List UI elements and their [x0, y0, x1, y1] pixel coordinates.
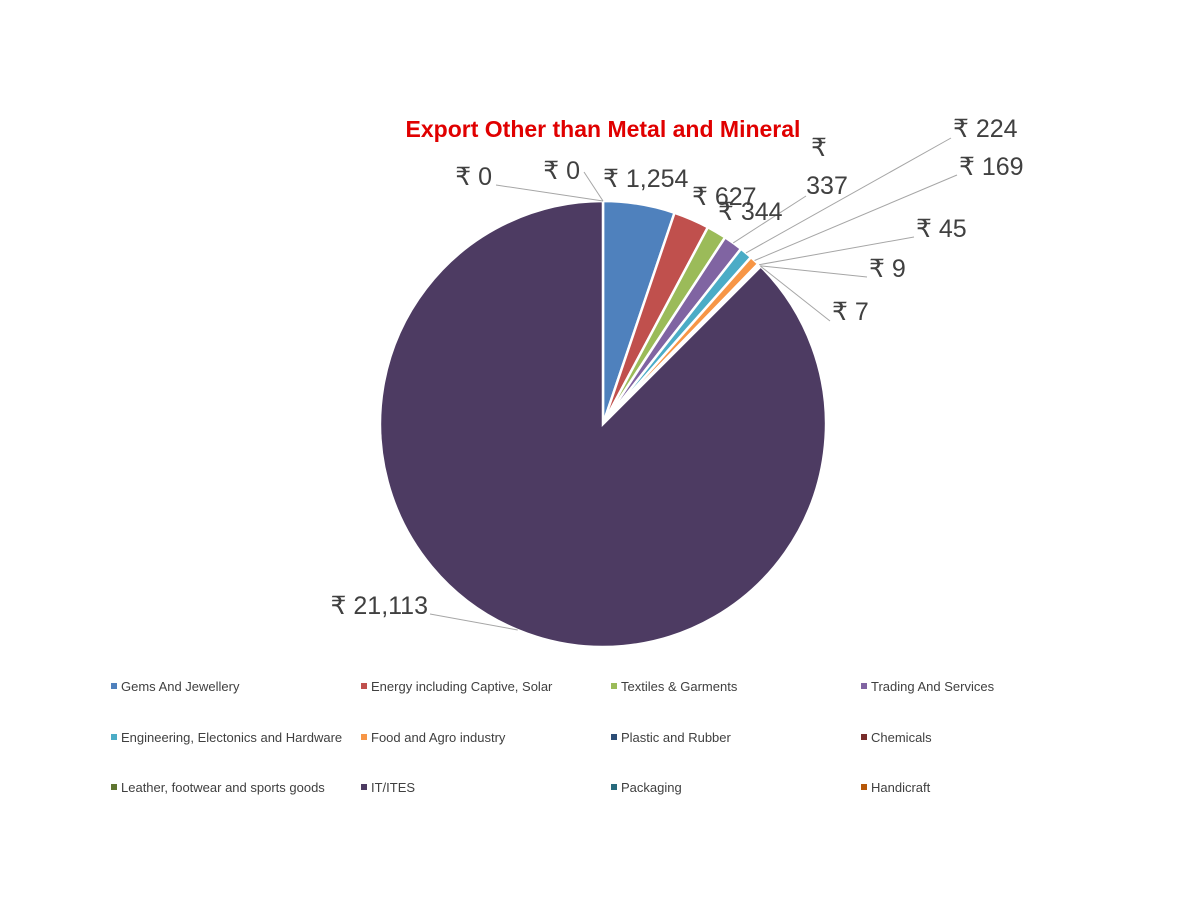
legend-item-engineering-electonics-and-hardware: Engineering, Electonics and Hardware: [111, 730, 342, 745]
legend-item-leather-footwear-and-sports-goods: Leather, footwear and sports goods: [111, 780, 325, 795]
data-label-handicraft: ₹ 0: [455, 163, 492, 191]
legend-swatch: [611, 734, 617, 740]
leader-line-handicraft: [495, 184, 604, 202]
pie-slices: [378, 199, 828, 649]
legend-label: Handicraft: [871, 780, 931, 795]
data-label-trading-and-services: ₹337: [806, 134, 848, 200]
data-label-it-ites: ₹ 21,113: [331, 592, 428, 620]
legend-swatch: [361, 784, 367, 790]
legend-swatch: [111, 683, 117, 689]
legend-swatch: [861, 734, 867, 740]
leader-line-leather-footwear-and-sports-goods: [760, 265, 831, 322]
data-label-leather-footwear-and-sports-goods: ₹ 7: [832, 298, 869, 326]
leader-line-packaging: [583, 171, 604, 202]
legend-item-plastic-and-rubber: Plastic and Rubber: [611, 730, 732, 745]
legend-label: Trading And Services: [871, 679, 995, 694]
legend-swatch: [361, 683, 367, 689]
leader-line-food-and-agro-industry: [754, 174, 958, 261]
legend-label: Energy including Captive, Solar: [371, 679, 553, 694]
legend-label: Food and Agro industry: [371, 730, 506, 745]
legend-label: Chemicals: [871, 730, 932, 745]
legend-item-trading-and-services: Trading And Services: [861, 679, 995, 694]
legend-item-food-and-agro-industry: Food and Agro industry: [361, 730, 506, 745]
legend-swatch: [611, 683, 617, 689]
legend-label: Plastic and Rubber: [621, 730, 732, 745]
legend-item-handicraft: Handicraft: [861, 780, 931, 795]
data-label-engineering-electonics-and-hardware: ₹ 224: [953, 115, 1018, 143]
leader-line-chemicals: [760, 265, 868, 278]
legend-item-chemicals: Chemicals: [861, 730, 932, 745]
legend-item-energy-including-captive-solar: Energy including Captive, Solar: [361, 679, 553, 694]
data-label-chemicals: ₹ 9: [869, 255, 906, 283]
leader-line-plastic-and-rubber: [759, 236, 915, 266]
legend-swatch: [361, 734, 367, 740]
data-label-textiles-garments: ₹ 344: [718, 198, 783, 226]
legend-swatch: [111, 734, 117, 740]
legend-item-packaging: Packaging: [611, 780, 682, 795]
legend-swatch: [611, 784, 617, 790]
leader-line-it-ites: [429, 613, 518, 631]
legend-swatch: [111, 784, 117, 790]
legend-label: Packaging: [621, 780, 682, 795]
data-label-food-and-agro-industry: ₹ 169: [959, 153, 1024, 181]
data-label-plastic-and-rubber: ₹ 45: [916, 215, 967, 243]
legend: Gems And Jewellery Energy including Capti…: [111, 679, 995, 795]
legend-label: Leather, footwear and sports goods: [121, 780, 325, 795]
legend-label: Textiles & Garments: [621, 679, 738, 694]
legend-item-textiles-garments: Textiles & Garments: [611, 679, 738, 694]
legend-item-gems-and-jewellery: Gems And Jewellery: [111, 679, 240, 694]
data-label-energy-including-captive-solar: ₹ 627: [692, 183, 757, 211]
leader-line-trading-and-services: [732, 195, 807, 244]
legend-item-it-ites: IT/ITES: [361, 780, 415, 795]
slice-it-ites: [378, 199, 828, 649]
data-label-gems-and-jewellery: ₹ 1,254: [603, 165, 689, 193]
legend-swatch: [861, 784, 867, 790]
data-label-packaging: ₹ 0: [543, 157, 580, 185]
leader-line-engineering-electonics-and-hardware: [745, 137, 952, 254]
legend-label: Engineering, Electonics and Hardware: [121, 730, 342, 745]
legend-label: Gems And Jewellery: [121, 679, 240, 694]
legend-label: IT/ITES: [371, 780, 415, 795]
chart-title: Export Other than Metal and Mineral: [406, 116, 801, 142]
data-labels: ₹ 1,254₹ 627₹ 344₹ 337₹ 224₹ 169₹ 45₹ 9₹ …: [331, 115, 1024, 620]
legend-swatch: [861, 683, 867, 689]
label-leader-lines: [429, 137, 958, 631]
